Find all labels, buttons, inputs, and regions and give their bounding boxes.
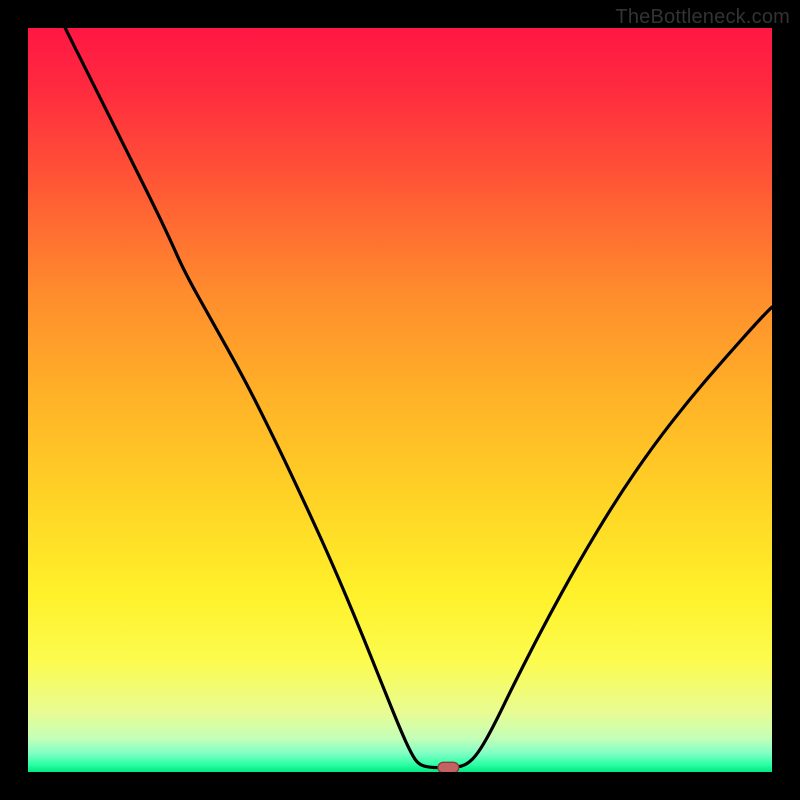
bottleneck-chart <box>0 0 800 800</box>
optimal-marker <box>438 762 459 772</box>
watermark-text: TheBottleneck.com <box>615 6 790 29</box>
plot-background <box>28 28 772 772</box>
